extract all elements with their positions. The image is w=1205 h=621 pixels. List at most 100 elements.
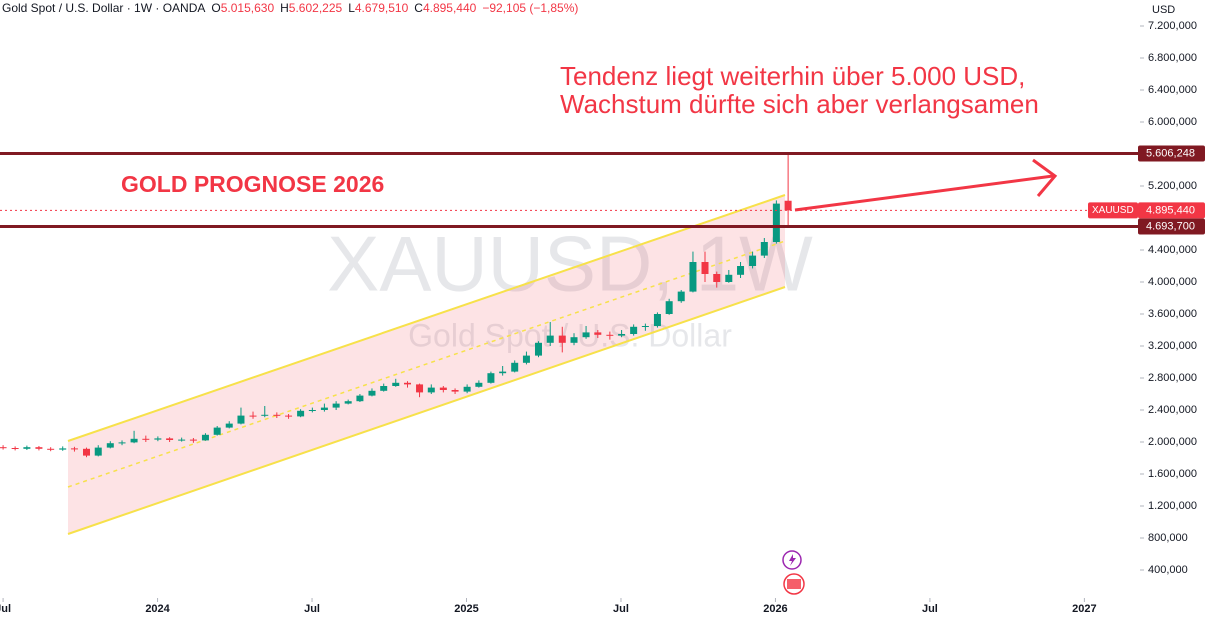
candle-body — [451, 390, 459, 392]
y-tick-label: 4.400,000 — [1148, 244, 1197, 256]
x-tick-label: 2026 — [763, 603, 787, 615]
level-label: 4.693,700 — [1146, 220, 1195, 232]
annotation: Tendenz liegt weiterhin über 5.000 USD, — [560, 61, 1025, 91]
candle-body — [380, 386, 388, 391]
candle-body — [582, 332, 590, 338]
y-tick-label: 6.000,000 — [1148, 116, 1197, 128]
channel-upper — [67, 194, 786, 442]
candle-body — [725, 274, 733, 282]
header-key: H — [280, 1, 289, 15]
candle-body — [47, 448, 55, 450]
y-tick-label: 3.200,000 — [1148, 340, 1197, 352]
x-tick-label: Jul — [613, 603, 629, 615]
candle-body — [35, 447, 43, 449]
channel-lower — [67, 286, 786, 535]
y-tick-label: 4.000,000 — [1148, 276, 1197, 288]
y-tick-label: 6.400,000 — [1148, 84, 1197, 96]
candle-body — [689, 262, 697, 292]
arrow-line — [794, 174, 1054, 212]
header-key: O — [211, 1, 220, 15]
candle-body — [416, 384, 424, 393]
channel-mid — [67, 240, 786, 488]
candle-body — [760, 242, 768, 256]
candle-body — [784, 200, 792, 211]
header-value: 4.895,440 — [423, 1, 477, 15]
y-tick-label: 7.200,000 — [1148, 20, 1197, 32]
candle-body — [558, 335, 566, 343]
x-tick-label: 2027 — [1072, 603, 1096, 615]
icon-flag — [787, 579, 801, 589]
x-tick-label: Jul — [304, 603, 320, 615]
last-price-tag — [1138, 202, 1205, 219]
candle-body — [332, 403, 340, 408]
last-price-label: 4.895,440 — [1146, 204, 1195, 216]
candle-body — [534, 342, 542, 356]
candle-body — [201, 434, 209, 441]
candle-body — [665, 301, 673, 314]
candle-body — [166, 438, 174, 440]
candle-body — [463, 386, 471, 392]
candle-body — [118, 442, 126, 444]
candle-body — [618, 334, 626, 336]
candle-body — [522, 355, 530, 363]
candle-body — [213, 427, 221, 435]
symbol-tag — [1088, 202, 1138, 219]
candle-body — [154, 438, 162, 440]
candle-body — [630, 326, 638, 334]
x-tick-label: Jul — [0, 603, 11, 615]
candle-body — [106, 443, 114, 448]
y-tick-label: 1.600,000 — [1148, 468, 1197, 480]
y-tick-label: 2.400,000 — [1148, 404, 1197, 416]
y-tick-label: 2.800,000 — [1148, 372, 1197, 384]
candle-body — [130, 438, 138, 443]
y-tick-label: 1.200,000 — [1148, 500, 1197, 512]
candle-body — [320, 407, 328, 410]
candle-body — [546, 335, 554, 343]
level-tag — [1138, 145, 1205, 162]
y-tick-label: 400,000 — [1148, 564, 1188, 576]
event-icons — [782, 550, 805, 595]
candle-body — [749, 255, 757, 266]
header-key: C — [414, 1, 423, 15]
candle-body — [83, 448, 91, 456]
icon-bolt — [789, 554, 796, 566]
plot — [0, 153, 792, 458]
candle-body — [677, 291, 685, 302]
candle-body — [653, 314, 661, 326]
watermark-symbol: XAUUSD, 1W — [327, 220, 813, 308]
candle-body — [11, 448, 19, 449]
watermark: XAUUSD, 1W Gold Spot / U.S. Dollar — [327, 220, 813, 354]
header-value: 5.015,630 — [221, 1, 275, 15]
candle-body — [368, 390, 376, 396]
annotation-title: GOLD PROGNOSE 2026 — [121, 171, 384, 197]
y-tick-label: 5.200,000 — [1148, 180, 1197, 192]
header-value: 4.679,510 — [355, 1, 409, 15]
y-tick-label: 6.800,000 — [1148, 52, 1197, 64]
x-tick-label: 2025 — [454, 603, 478, 615]
header-symbol: Gold Spot / U.S. Dollar · 1W · OANDA — [2, 1, 205, 15]
header-change: −92,105 (−1,85%) — [482, 1, 578, 15]
level-tag — [1138, 218, 1205, 235]
candle-body — [772, 203, 780, 242]
candle-body — [0, 447, 7, 449]
candle-body — [142, 438, 150, 440]
annotation: Wachstum dürfte sich aber verlangsamen — [560, 89, 1039, 119]
candle-body — [70, 448, 78, 450]
candle-body — [59, 448, 67, 450]
x-tick-label: Jul — [922, 603, 938, 615]
candle-body — [237, 415, 245, 424]
arrow-head — [1032, 158, 1058, 197]
y-tick-label: 3.600,000 — [1148, 308, 1197, 320]
candle-body — [713, 274, 721, 282]
arrow — [794, 158, 1058, 212]
candle-body — [641, 326, 649, 327]
candle-body — [499, 371, 507, 374]
x-tick-label: 2024 — [145, 603, 170, 615]
channel — [67, 194, 786, 535]
candle-body — [178, 439, 186, 441]
header-key: L — [348, 1, 355, 15]
candle-body — [297, 410, 305, 417]
candle-body — [701, 262, 709, 274]
candle-body — [427, 387, 435, 393]
